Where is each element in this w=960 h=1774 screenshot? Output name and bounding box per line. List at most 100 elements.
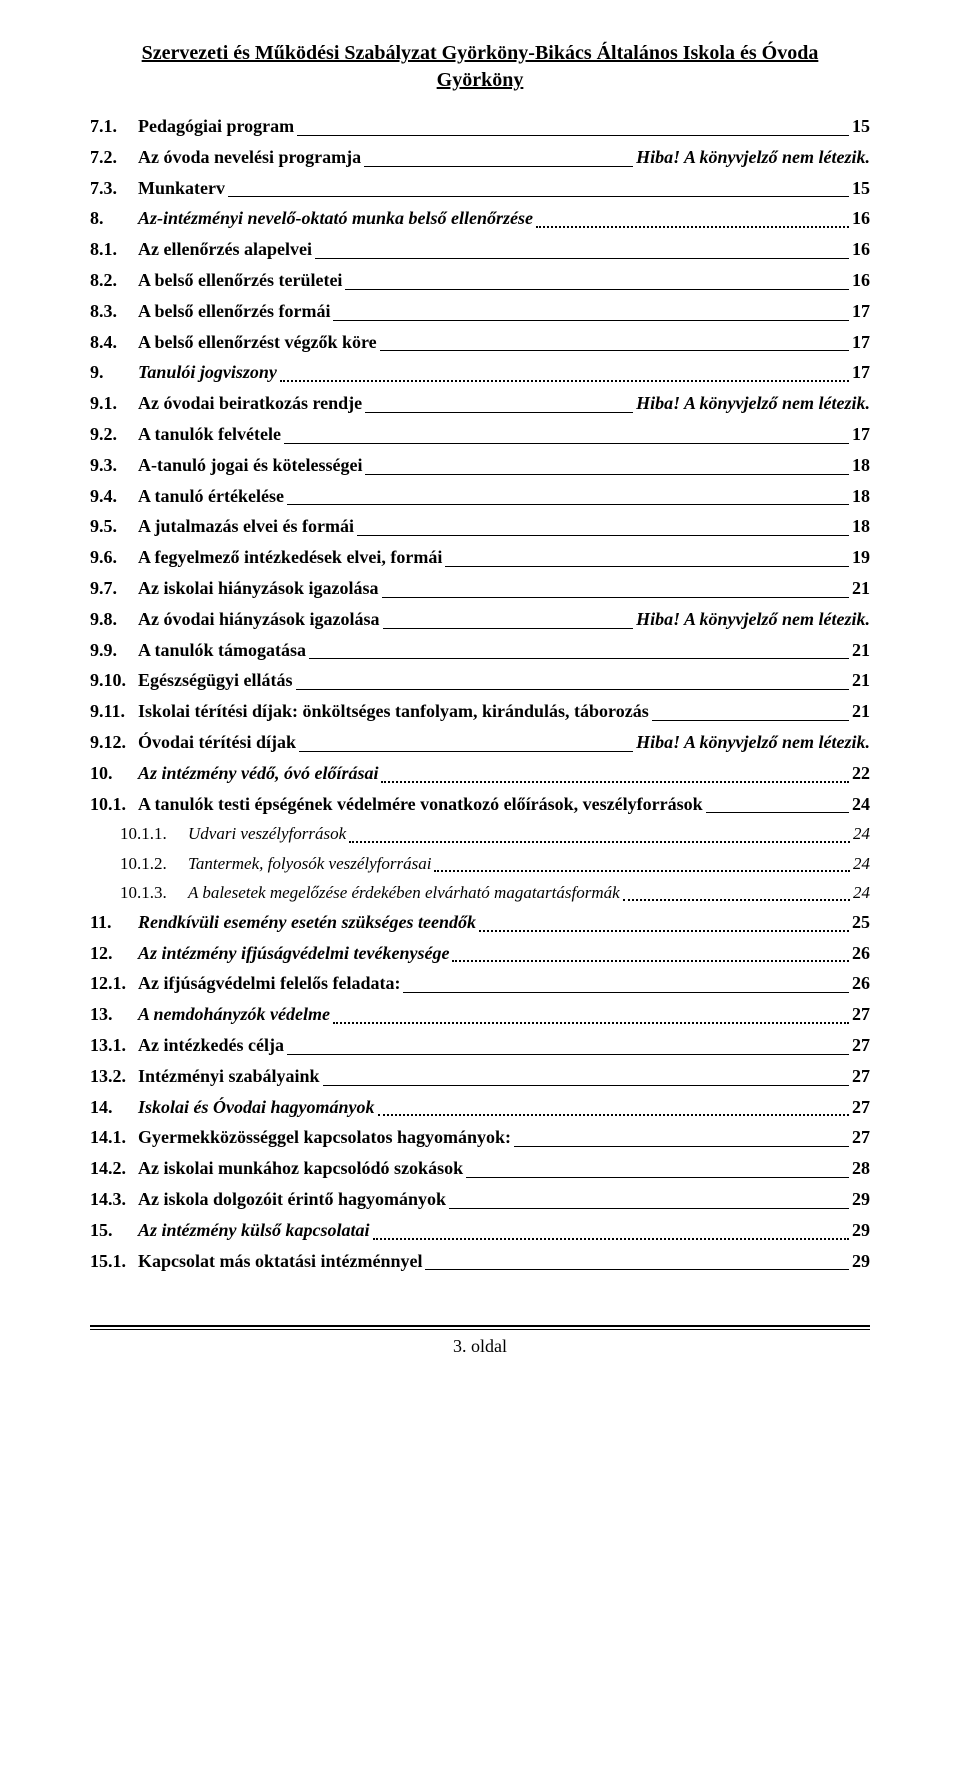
toc-leader (706, 812, 849, 813)
document-page: Szervezeti és Működési Szabályzat Györkö… (0, 0, 960, 1397)
toc-title: Az iskolai hiányzások igazolása (138, 574, 379, 603)
toc-page-number: 26 (852, 939, 870, 968)
toc-page-number: 16 (852, 266, 870, 295)
toc-entry: 8. Az-intézményi nevelő-oktató munka bel… (90, 204, 870, 233)
toc-leader (373, 1238, 849, 1240)
toc-leader (425, 1269, 849, 1270)
footer-rule-thick (90, 1325, 870, 1327)
toc-entry: 14.1. Gyermekközösséggel kapcsolatos hag… (90, 1123, 870, 1152)
toc-page-number: 22 (852, 759, 870, 788)
toc-leader (623, 899, 850, 901)
toc-number: 9. (90, 358, 138, 387)
toc-title: A tanulók felvétele (138, 420, 281, 449)
toc-title: Az intézkedés célja (138, 1031, 284, 1060)
toc-leader (349, 841, 850, 843)
toc-page-number: 21 (852, 697, 870, 726)
toc-page-number: 24 (852, 790, 870, 819)
toc-page-number: 17 (852, 358, 870, 387)
toc-error-text: Hiba! A könyvjelző nem létezik. (636, 605, 870, 634)
toc-title: Az iskolai munkához kapcsolódó szokások (138, 1154, 463, 1183)
toc-error-text: Hiba! A könyvjelző nem létezik. (636, 143, 870, 172)
toc-page-number: 27 (852, 1093, 870, 1122)
toc-leader (380, 350, 849, 351)
toc-page-number: 17 (852, 328, 870, 357)
toc-number: 12.1. (90, 969, 138, 998)
toc-entry: 13. A nemdohányzók védelme 27 (90, 1000, 870, 1029)
toc-leader (449, 1208, 849, 1209)
toc-entry: 7.1. Pedagógiai program 15 (90, 112, 870, 141)
toc-title: Az intézmény védő, óvó előírásai (138, 759, 378, 788)
toc-entry: 7.2. Az óvoda nevelési programjaHiba! A … (90, 143, 870, 172)
toc-entry: 10.1.3. A balesetek megelőzése érdekében… (90, 879, 870, 906)
toc-title: Az óvodai beiratkozás rendje (138, 389, 362, 418)
toc-page-number: 29 (852, 1247, 870, 1276)
toc-title: A nemdohányzók védelme (138, 1000, 330, 1029)
toc-leader (333, 1022, 849, 1024)
toc-title: A belső ellenőrzést végzők köre (138, 328, 377, 357)
toc-page-number: 29 (852, 1216, 870, 1245)
toc-entry: 12.1. Az ifjúságvédelmi felelős feladata… (90, 969, 870, 998)
toc-number: 7.3. (90, 174, 138, 203)
toc-page-number: 19 (852, 543, 870, 572)
toc-number: 7.2. (90, 143, 138, 172)
toc-leader (280, 380, 849, 382)
toc-page-number: 27 (852, 1000, 870, 1029)
toc-entry: 9.1. Az óvodai beiratkozás rendjeHiba! A… (90, 389, 870, 418)
toc-page-number: 24 (853, 820, 870, 847)
toc-number: 9.4. (90, 482, 138, 511)
toc-title: A tanuló értékelése (138, 482, 284, 511)
toc-entry: 8.3. A belső ellenőrzés formái 17 (90, 297, 870, 326)
toc-entry: 9.11. Iskolai térítési díjak: önköltsége… (90, 697, 870, 726)
toc-number: 7.1. (90, 112, 138, 141)
toc-entry: 15. Az intézmény külső kapcsolatai 29 (90, 1216, 870, 1245)
toc-title: A jutalmazás elvei és formái (138, 512, 354, 541)
toc-title: Az iskola dolgozóit érintő hagyományok (138, 1185, 446, 1214)
toc-page-number: 27 (852, 1031, 870, 1060)
toc-title: Egészségügyi ellátás (138, 666, 293, 695)
toc-entry: 13.1. Az intézkedés célja 27 (90, 1031, 870, 1060)
toc-number: 9.5. (90, 512, 138, 541)
toc-entry: 9.6. A fegyelmező intézkedések elvei, fo… (90, 543, 870, 572)
toc-entry: 10.1.1. Udvari veszélyforrások 24 (90, 820, 870, 847)
toc-entry: 14. Iskolai és Óvodai hagyományok 27 (90, 1093, 870, 1122)
toc-entry: 9.8. Az óvodai hiányzások igazolásaHiba!… (90, 605, 870, 634)
footer-rule-thin (90, 1329, 870, 1330)
toc-page-number: 21 (852, 636, 870, 665)
toc-page-number: 17 (852, 420, 870, 449)
toc-title: Gyermekközösséggel kapcsolatos hagyomány… (138, 1123, 511, 1152)
toc-number: 14.2. (90, 1154, 138, 1183)
toc-leader (382, 597, 849, 598)
toc-leader (287, 1054, 849, 1055)
toc-number: 9.2. (90, 420, 138, 449)
toc-number: 13. (90, 1000, 138, 1029)
toc-entry: 9.4. A tanuló értékelése 18 (90, 482, 870, 511)
toc-leader (479, 930, 849, 932)
toc-leader (315, 258, 849, 259)
toc-number: 11. (90, 908, 138, 937)
toc-number: 9.11. (90, 697, 138, 726)
toc-number: 8. (90, 204, 138, 233)
document-title: Szervezeti és Működési Szabályzat Györkö… (90, 40, 870, 94)
toc-number: 9.9. (90, 636, 138, 665)
toc-number: 10.1.1. (120, 820, 188, 847)
toc-entry: 12. Az intézmény ifjúságvédelmi tevékeny… (90, 939, 870, 968)
toc-entry: 8.4. A belső ellenőrzést végzők köre 17 (90, 328, 870, 357)
toc-title: A-tanuló jogai és kötelességei (138, 451, 362, 480)
toc-page-number: 17 (852, 297, 870, 326)
toc-title: Az ifjúságvédelmi felelős feladata: (138, 969, 400, 998)
toc-title: A tanulók támogatása (138, 636, 306, 665)
toc-entry: 11. Rendkívüli esemény esetén szükséges … (90, 908, 870, 937)
toc-leader (365, 412, 633, 413)
toc-entry: 15.1. Kapcsolat más oktatási intézménnye… (90, 1247, 870, 1276)
toc-page-number: 18 (852, 451, 870, 480)
toc-leader (514, 1146, 849, 1147)
toc-entry: 9.2. A tanulók felvétele 17 (90, 420, 870, 449)
toc-number: 8.2. (90, 266, 138, 295)
toc-page-number: 15 (852, 174, 870, 203)
title-line-2: Györköny (437, 69, 524, 91)
toc-leader (297, 135, 849, 136)
toc-title: Óvodai térítési díjak (138, 728, 296, 757)
page-number-footer: 3. oldal (90, 1336, 870, 1357)
toc-title: Rendkívüli esemény esetén szükséges teen… (138, 908, 476, 937)
toc-leader (333, 320, 849, 321)
